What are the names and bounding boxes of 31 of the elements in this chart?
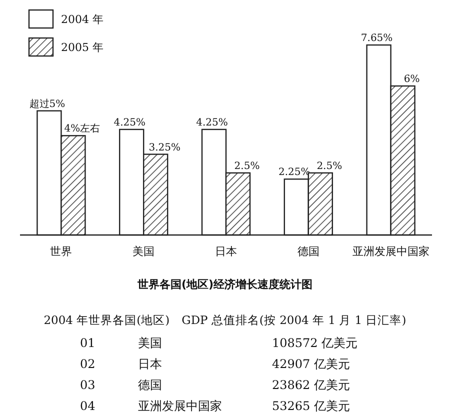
text: 04 bbox=[80, 399, 96, 413]
text: 2004 年世界各国(地区) GDP 总值排名(按 2004 年 1 月 1 日汇率) bbox=[44, 313, 406, 327]
data-label: 3.25% bbox=[148, 142, 180, 154]
data-label: 7.65% bbox=[360, 33, 393, 44]
legend-label: 2004 年 bbox=[61, 13, 104, 26]
data-label: 2.5% bbox=[316, 160, 342, 172]
text: 世界各国(地区)经济增长速度统计图 bbox=[136, 278, 313, 291]
text: 53265 亿美元 bbox=[272, 399, 350, 413]
x-tick-label: 世界 bbox=[50, 245, 72, 258]
text: 42907 亿美元 bbox=[272, 357, 350, 371]
x-tick-label: 美国 bbox=[132, 245, 155, 258]
text: 03 bbox=[80, 378, 96, 392]
x-tick-label: 德国 bbox=[297, 245, 320, 258]
legend-label: 2005 年 bbox=[61, 41, 104, 54]
data-label: 6% bbox=[404, 74, 420, 85]
x-tick-label: 亚洲发展中国家 bbox=[352, 245, 430, 258]
data-label: 超过5% bbox=[29, 98, 66, 110]
data-label: 4.25% bbox=[196, 117, 228, 128]
x-tick-label: 日本 bbox=[215, 245, 237, 258]
text: 01 bbox=[80, 336, 96, 350]
text: 02 bbox=[80, 357, 96, 371]
text: 日本 bbox=[138, 357, 162, 371]
text: 23862 亿美元 bbox=[272, 378, 350, 392]
text: 108572 亿美元 bbox=[272, 336, 358, 350]
data-label: 2.5% bbox=[234, 160, 260, 172]
data-label: 4%左右 bbox=[64, 122, 100, 135]
data-label: 2.25% bbox=[278, 167, 310, 178]
text: 德国 bbox=[138, 378, 162, 392]
data-label: 4.25% bbox=[114, 117, 146, 128]
text: 亚洲发展中国家 bbox=[138, 399, 222, 413]
text: 美国 bbox=[138, 336, 162, 350]
